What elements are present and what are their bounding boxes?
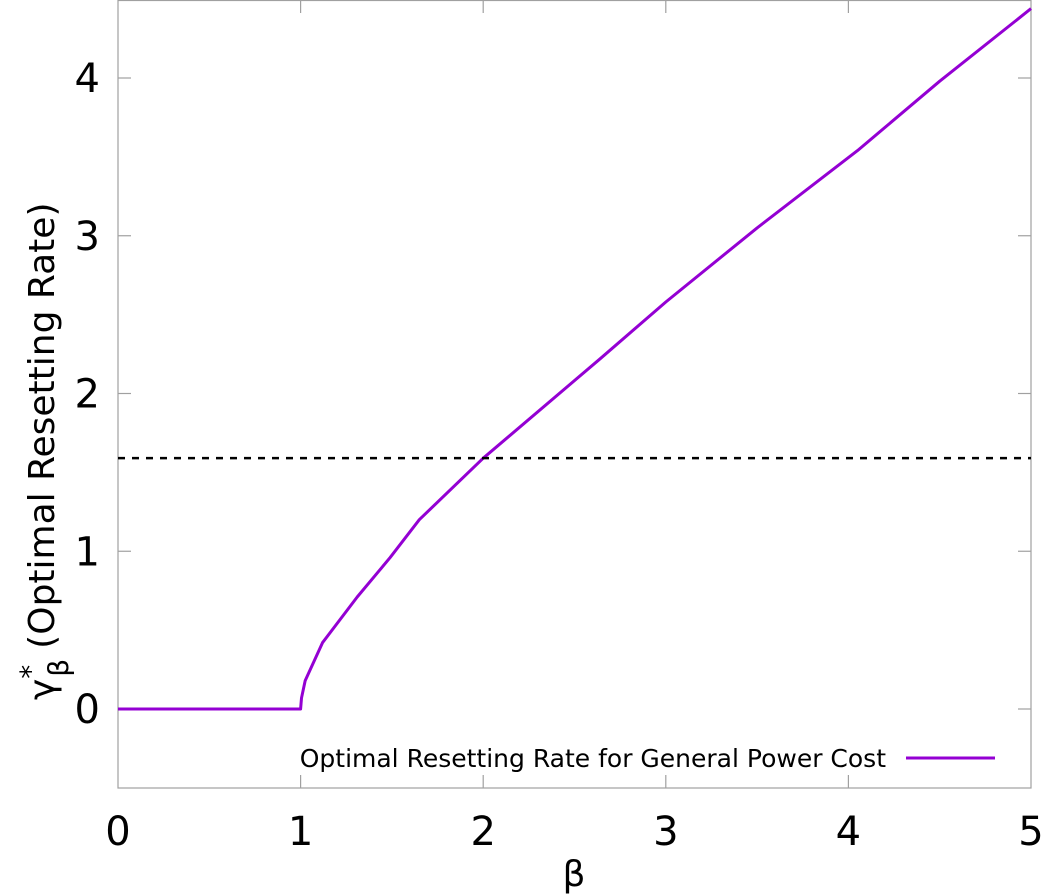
x-tick-label: 4: [836, 809, 861, 855]
y-label-symbol: γ: [22, 679, 63, 700]
x-tick-label: 1: [288, 809, 313, 855]
y-tick-label: 3: [75, 214, 100, 260]
y-tick-label: 0: [75, 687, 100, 733]
legend: Optimal Resetting Rate for General Power…: [300, 744, 995, 773]
x-axis-label: β: [563, 854, 586, 894]
x-tick-label: 2: [470, 809, 495, 855]
plot-frame: [117, 0, 1032, 789]
y-axis-label: γ*β (Optimal Resetting Rate): [14, 203, 75, 701]
legend-label: Optimal Resetting Rate for General Power…: [300, 744, 886, 773]
svg-text:γ*β(Optimal Resetting Rate): γ*β (Optimal Resetting Rate): [14, 203, 75, 701]
y-label-sub: β: [42, 659, 75, 677]
y-label-sup: *: [14, 665, 47, 679]
x-tick-label: 3: [653, 809, 678, 855]
y-tick-label: 1: [75, 529, 100, 575]
y-label-text: (Optimal Resetting Rate): [22, 203, 63, 649]
axis-ticks: [118, 0, 1031, 788]
y-tick-label: 2: [75, 372, 100, 418]
x-tick-label: 5: [1018, 809, 1043, 855]
series-group: [118, 7, 1032, 711]
data-line: [118, 7, 1032, 711]
tick-labels: 0 1 2 3 4 5 0 1 2 3 4: [75, 56, 1044, 855]
x-tick-label: 0: [105, 809, 130, 855]
y-tick-label: 4: [75, 56, 100, 102]
